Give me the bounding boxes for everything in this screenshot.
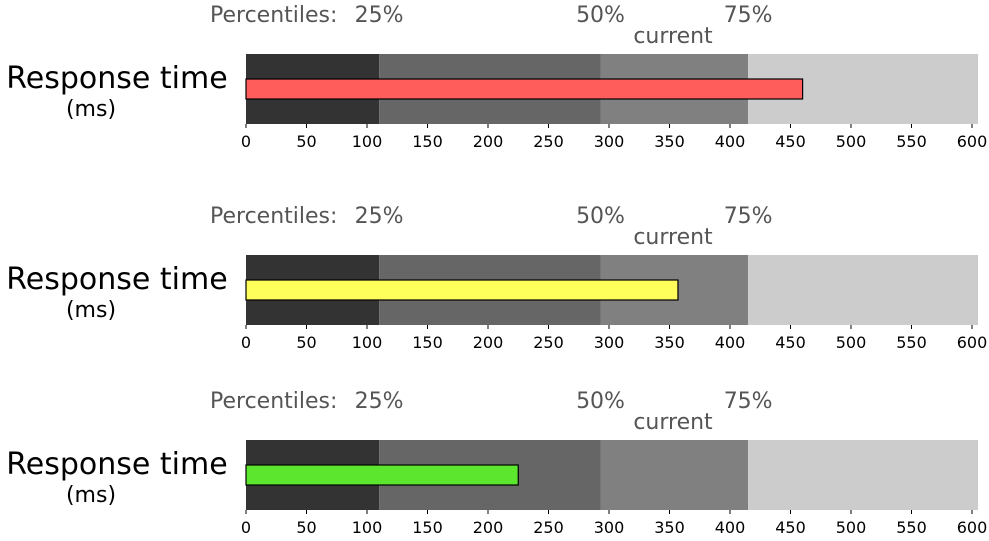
- x-tick-label: 150: [412, 132, 443, 151]
- x-tick-label: 450: [775, 333, 806, 352]
- percentile-label-75: 75%: [724, 3, 773, 28]
- x-tick-label: 600: [957, 132, 988, 151]
- x-tick-label: 600: [957, 518, 988, 537]
- performance-bar: [245, 78, 804, 100]
- percentile-label-75: 75%: [724, 204, 773, 229]
- x-tick-label: 350: [654, 132, 685, 151]
- x-tick-label: 550: [896, 518, 927, 537]
- percentile-prefix-label: Percentiles:: [210, 389, 337, 414]
- current-label: current: [633, 410, 713, 435]
- x-tick-label: 400: [715, 132, 746, 151]
- x-tick-label: 50: [296, 132, 316, 151]
- performance-bar: [245, 464, 519, 486]
- x-tick-label: 150: [412, 333, 443, 352]
- range-band-4: [748, 440, 979, 510]
- x-tick-label: 500: [836, 518, 867, 537]
- x-tick-label: 250: [533, 132, 564, 151]
- y-axis-label: Response time: [6, 262, 227, 297]
- x-tick-label: 500: [836, 333, 867, 352]
- x-tick-label: 100: [352, 333, 383, 352]
- percentile-label-50: 50%: [576, 3, 625, 28]
- x-tick-label: 300: [594, 333, 625, 352]
- x-tick-label: 600: [957, 333, 988, 352]
- x-tick-label: 450: [775, 132, 806, 151]
- x-tick-label: 350: [654, 518, 685, 537]
- y-axis-label: Response time: [6, 61, 227, 96]
- x-tick-label: 200: [473, 333, 504, 352]
- performance-bar: [245, 279, 679, 301]
- range-band-4: [748, 255, 979, 325]
- y-axis-unit-label: (ms): [66, 97, 116, 122]
- x-tick-label: 300: [594, 518, 625, 537]
- percentile-prefix-label: Percentiles:: [210, 204, 337, 229]
- x-tick-label: 0: [241, 518, 251, 537]
- percentile-label-75: 75%: [724, 389, 773, 414]
- y-axis-unit-label: (ms): [66, 483, 116, 508]
- percentile-label-25: 25%: [355, 389, 404, 414]
- x-tick-label: 550: [896, 132, 927, 151]
- y-axis-label: Response time: [6, 447, 227, 482]
- x-tick-label: 50: [296, 333, 316, 352]
- x-tick-label: 350: [654, 333, 685, 352]
- x-tick-label: 500: [836, 132, 867, 151]
- percentile-label-25: 25%: [355, 204, 404, 229]
- x-tick-label: 400: [715, 333, 746, 352]
- current-label: current: [633, 225, 713, 250]
- range-band-3: [600, 440, 749, 510]
- x-tick-label: 200: [473, 518, 504, 537]
- x-tick-label: 300: [594, 132, 625, 151]
- x-tick-label: 200: [473, 132, 504, 151]
- y-axis-unit-label: (ms): [66, 298, 116, 323]
- x-tick-label: 0: [241, 333, 251, 352]
- x-tick-label: 0: [241, 132, 251, 151]
- percentile-prefix-label: Percentiles:: [210, 3, 337, 28]
- x-tick-label: 150: [412, 518, 443, 537]
- percentile-label-25: 25%: [355, 3, 404, 28]
- x-tick-label: 50: [296, 518, 316, 537]
- current-label: current: [633, 24, 713, 49]
- x-tick-label: 450: [775, 518, 806, 537]
- x-tick-label: 250: [533, 333, 564, 352]
- percentile-label-50: 50%: [576, 389, 625, 414]
- x-tick-label: 100: [352, 132, 383, 151]
- x-tick-label: 100: [352, 518, 383, 537]
- x-tick-label: 550: [896, 333, 927, 352]
- x-tick-label: 400: [715, 518, 746, 537]
- percentile-label-50: 50%: [576, 204, 625, 229]
- x-tick-label: 250: [533, 518, 564, 537]
